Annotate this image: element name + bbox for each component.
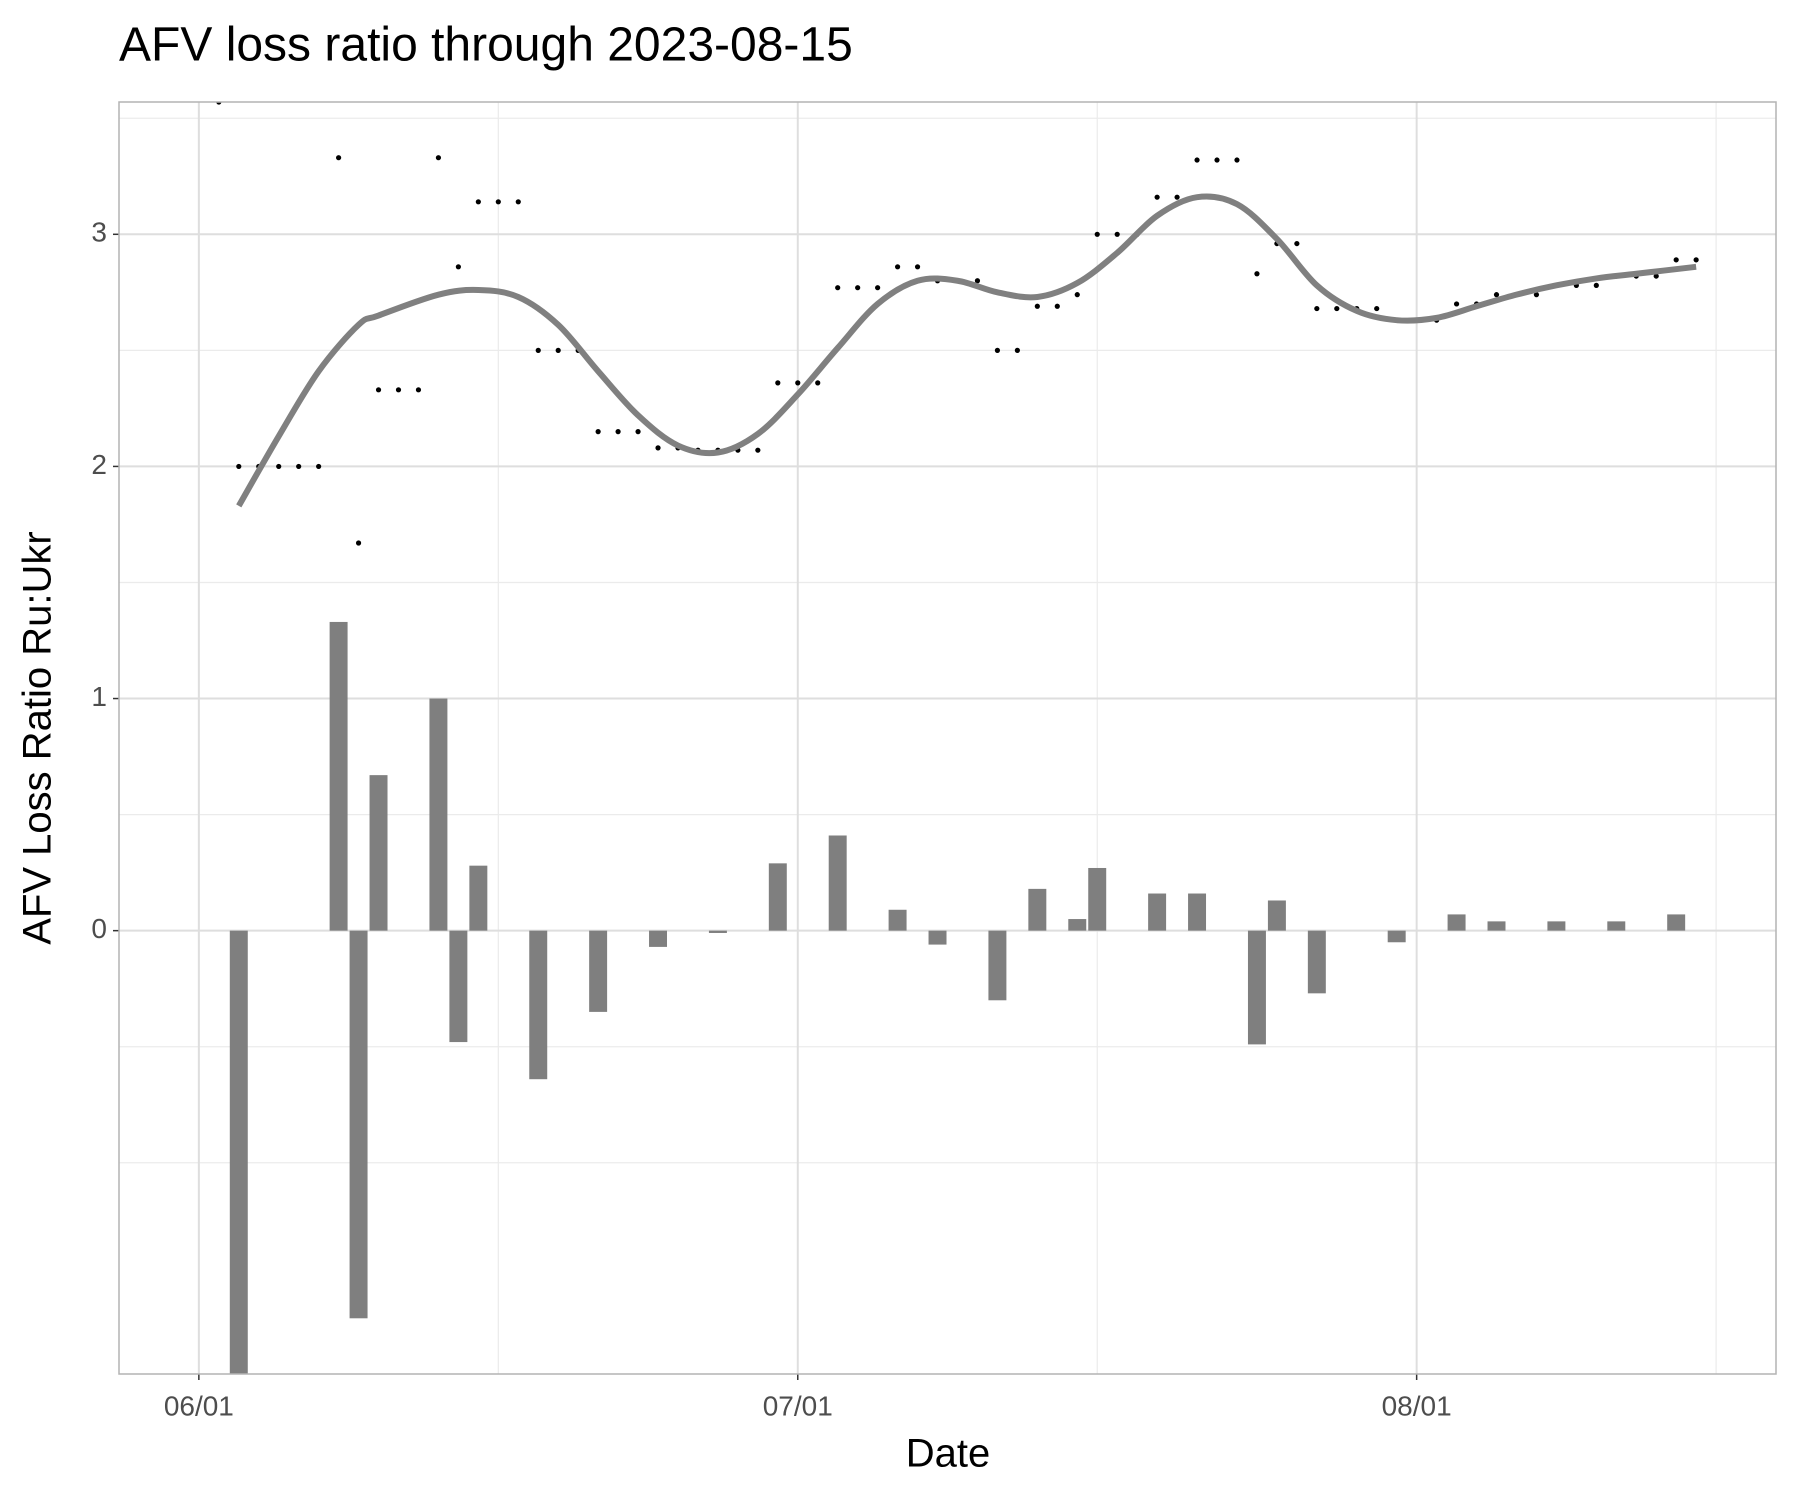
point [336,155,342,161]
point [1294,240,1300,247]
point [1154,194,1160,200]
bar [1667,914,1686,931]
chart-title: AFV loss ratio through 2023-08-15 [119,19,853,72]
bar [1247,930,1266,1045]
point [515,199,521,205]
point [1254,271,1260,277]
point [1593,282,1599,288]
bar [828,835,847,931]
x-axis-label: Date [906,1432,991,1476]
bar [928,930,947,945]
bar [1547,921,1566,931]
point [316,463,322,470]
point [475,199,481,205]
x-tick-label: 08/01 [1382,1390,1452,1421]
point [1114,231,1120,237]
y-tick-label: 1 [91,681,107,712]
smooth-line [236,193,1697,508]
point [1673,257,1679,263]
point [355,540,362,546]
point [755,447,761,453]
point [455,264,461,270]
bar [1307,930,1326,994]
bar [469,865,488,931]
bar [529,930,548,1080]
bar [1447,914,1466,931]
point [1074,292,1080,298]
bar [1188,893,1207,931]
plot-marks [216,102,1699,1374]
plot-border [118,101,1777,1375]
y-axis-label: AFV Loss Ratio Ru:Ukr [16,531,60,944]
bar [1487,921,1506,931]
bar [888,909,907,931]
bar [1267,900,1286,931]
point [1094,231,1100,237]
point [1653,273,1659,279]
bar [589,930,608,1012]
point [1014,347,1020,353]
point [1034,303,1040,309]
bar [1607,921,1626,931]
bar [708,930,727,933]
point [415,387,422,393]
bar [449,930,468,1043]
point [1054,303,1060,309]
point [296,463,302,470]
bar [649,930,668,947]
point [1334,305,1340,312]
bar [1068,919,1087,931]
point [914,264,921,270]
point [1453,301,1460,307]
point [994,347,1001,353]
point [855,285,861,291]
point [375,387,382,393]
point [795,380,801,386]
point [775,380,781,386]
bar [229,930,248,1374]
x-tick-label: 07/01 [763,1390,833,1421]
bar [1387,930,1406,943]
bar [369,775,388,931]
point [495,199,501,205]
bar [768,863,787,931]
point [1533,292,1540,298]
y-tick-label: 0 [91,913,107,944]
bar [429,698,448,931]
point [276,463,282,470]
bar [1028,888,1047,931]
point [1693,257,1699,263]
point [1374,305,1380,312]
point [435,155,442,161]
point [236,463,242,470]
point [1314,305,1320,312]
y-tick-label: 2 [91,449,107,480]
point [1214,157,1220,163]
point [535,347,541,353]
point [655,445,661,451]
bar [988,930,1007,1001]
point [595,429,601,435]
point [555,347,561,353]
bar [1088,867,1107,931]
point [974,278,981,284]
point [1174,194,1180,200]
bar [1148,893,1167,931]
point [615,429,621,435]
point [635,429,641,435]
point [875,285,881,291]
bar [329,621,348,931]
point [894,264,901,270]
point [835,285,841,291]
point [1194,157,1200,163]
point [815,380,821,386]
point [1493,292,1500,298]
x-tick-label: 06/01 [164,1390,234,1421]
y-tick-label: 3 [91,217,107,248]
point [395,387,402,393]
point [1234,157,1240,163]
bar [349,930,368,1319]
